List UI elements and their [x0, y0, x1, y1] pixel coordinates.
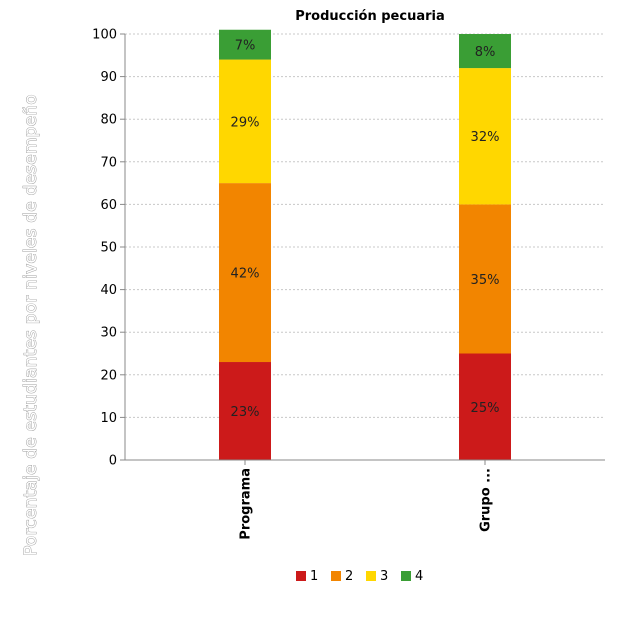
legend-swatch: [366, 571, 376, 581]
data-label: 23%: [231, 405, 260, 420]
y-tick-label: 20: [100, 368, 117, 383]
chart-title: Producción pecuaria: [295, 9, 445, 24]
legend-swatch: [296, 571, 306, 581]
y-tick-label: 100: [92, 28, 117, 43]
bar-segment: [219, 29, 271, 60]
y-tick-label: 40: [100, 283, 117, 298]
axes: 0 10 20 30 40 50 60 70 80 90 100 Programa Grupo ...: [92, 28, 605, 540]
y-tick-label: 50: [100, 241, 117, 256]
y-axis-label: Porcentaje de estudiantes por niveles de…: [21, 94, 41, 556]
y-tick-label: 90: [100, 70, 117, 85]
data-label: 35%: [471, 273, 500, 288]
x-tick-label: Programa: [239, 468, 254, 540]
bar-segment: [459, 34, 511, 69]
data-label: 32%: [471, 130, 500, 145]
y-tick-label: 0: [109, 454, 117, 469]
gridlines: [125, 33, 605, 460]
legend-swatch: [331, 571, 341, 581]
bar-segment: [219, 362, 271, 460]
y-tick-label: 30: [100, 326, 117, 341]
bar-segment: [219, 183, 271, 363]
bar-segment: [459, 68, 511, 205]
y-tick-label: 60: [100, 198, 117, 213]
y-tick-label: 10: [100, 411, 117, 426]
data-label: 29%: [231, 115, 260, 130]
legend-label: 1: [310, 569, 318, 584]
legend-label: 3: [380, 569, 388, 584]
bars: 23% 42% 29% 7% 25% 35% 32% 8%: [219, 29, 511, 460]
bar-segment: [459, 353, 511, 460]
legend-swatch: [401, 571, 411, 581]
y-tick-label: 80: [100, 113, 117, 128]
legend-label: 4: [415, 569, 423, 584]
bar-segment: [459, 204, 511, 354]
y-tick-label: 70: [100, 155, 117, 170]
data-label: 8%: [475, 45, 496, 60]
data-label: 7%: [235, 39, 256, 54]
data-label: 42%: [231, 267, 260, 282]
bar-segment: [219, 59, 271, 184]
legend: 1 2 3 4: [296, 569, 423, 584]
legend-label: 2: [345, 569, 353, 584]
data-label: 25%: [471, 401, 500, 416]
x-tick-label: Grupo ...: [479, 468, 494, 532]
